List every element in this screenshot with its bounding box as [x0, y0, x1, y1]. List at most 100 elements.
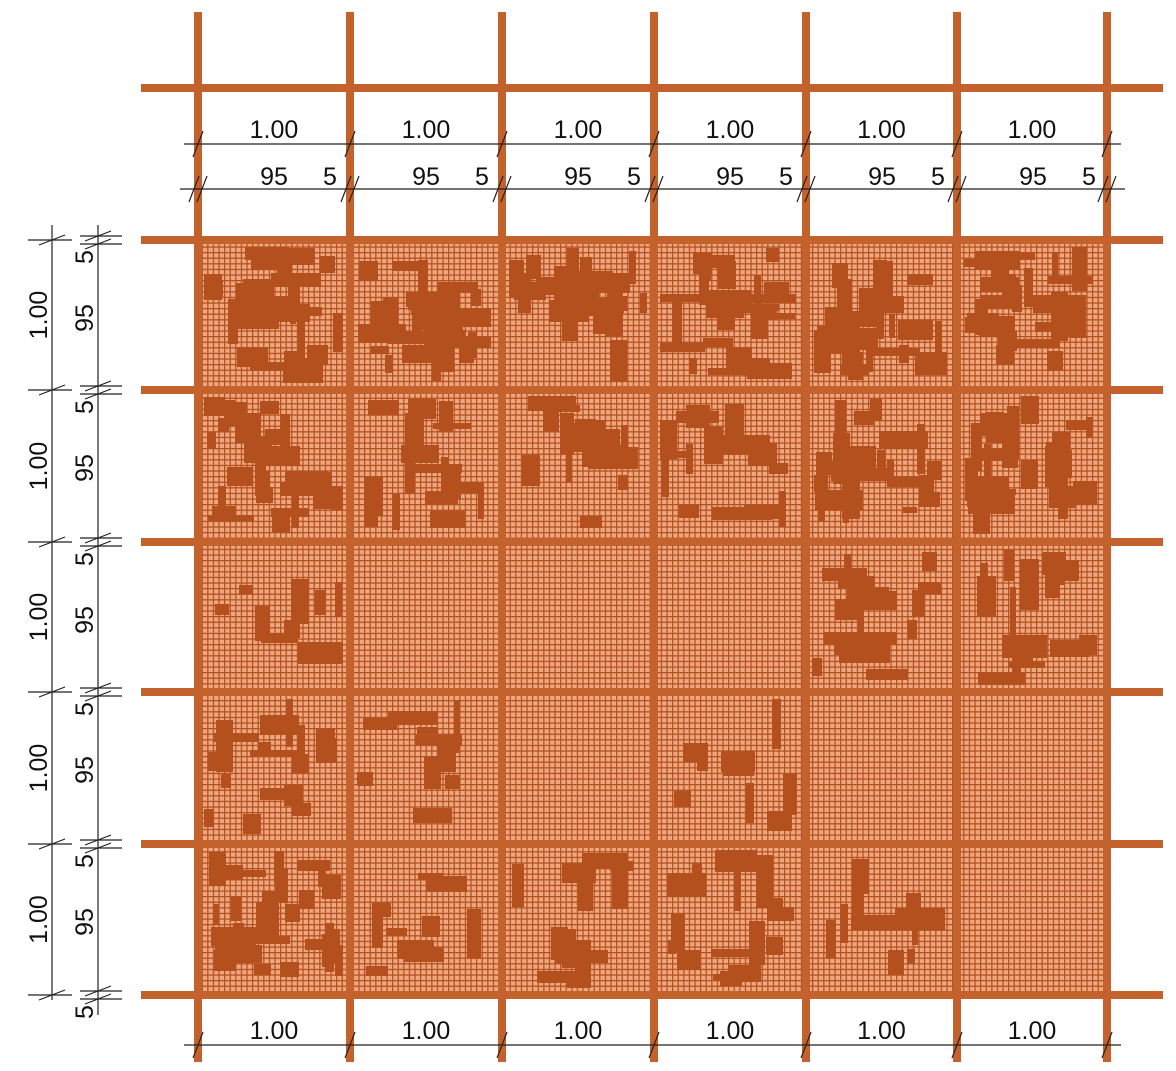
dimension-label: 1.00: [554, 1017, 603, 1045]
mesh-block: [291, 579, 308, 624]
mesh-block: [996, 345, 1014, 365]
mesh-block: [907, 949, 915, 964]
mesh-block: [215, 945, 262, 963]
dimension-label: 95: [71, 454, 99, 482]
mesh-block: [677, 950, 700, 970]
dimension-label: 5: [71, 702, 99, 716]
mesh-block: [850, 468, 859, 515]
mesh-block: [547, 405, 580, 412]
mesh-block: [439, 401, 453, 432]
mesh-block: [965, 317, 996, 333]
mesh-block: [1002, 274, 1016, 307]
mesh-panel: [502, 542, 654, 692]
mesh-panel: [957, 692, 1107, 844]
mesh-block: [261, 633, 298, 643]
mesh-block: [425, 491, 458, 504]
mesh-block: [372, 910, 383, 948]
dimension-label: 95: [868, 163, 896, 191]
mesh-block: [204, 274, 222, 300]
mesh-block: [668, 940, 676, 954]
mesh-block: [912, 590, 925, 617]
mesh-block: [406, 292, 425, 307]
mesh-block: [358, 324, 406, 343]
dimension-label: 5: [71, 250, 99, 264]
mesh-block: [567, 975, 591, 988]
mesh-block: [562, 319, 578, 341]
mesh-block: [675, 451, 691, 458]
mesh-block: [272, 304, 310, 322]
mesh-block: [768, 811, 792, 827]
mesh-block: [365, 495, 378, 527]
dimension-label: 1.00: [250, 116, 299, 144]
mesh-block: [446, 308, 491, 327]
mesh-block: [285, 904, 300, 922]
mesh-block: [588, 447, 638, 469]
mesh-block: [459, 342, 474, 363]
mesh-block: [935, 321, 942, 360]
mesh-block: [705, 253, 711, 281]
mesh-block: [280, 962, 299, 977]
mesh-block: [817, 326, 851, 348]
mesh-block: [324, 738, 337, 763]
dimension-label: 5: [779, 163, 793, 191]
mesh-block: [927, 461, 942, 480]
mesh-block: [1020, 559, 1039, 610]
dimension-label: 5: [71, 552, 99, 566]
mesh-block: [573, 271, 613, 291]
mesh-block: [895, 908, 945, 930]
mesh-block: [888, 950, 904, 975]
mesh-block: [833, 456, 861, 470]
mesh-block: [385, 355, 393, 373]
mesh-block: [1021, 396, 1039, 424]
mesh-block: [660, 343, 705, 352]
mesh-block: [335, 582, 342, 616]
mesh-block: [683, 743, 708, 762]
mesh-block: [732, 304, 779, 311]
dimension-label: 1.00: [25, 291, 53, 340]
mesh-block: [1007, 406, 1019, 459]
mesh-block: [865, 290, 882, 305]
mesh-block: [764, 282, 789, 302]
dimension-label: 1.00: [706, 1017, 755, 1045]
mesh-block: [218, 418, 229, 432]
mesh-block: [299, 890, 314, 909]
dimension-label: 95: [1019, 163, 1047, 191]
mesh-block: [903, 507, 917, 513]
mesh-block: [1015, 339, 1060, 348]
mesh-block: [418, 260, 428, 293]
mesh-block: [766, 937, 783, 955]
mesh-block: [667, 873, 706, 896]
mesh-block: [221, 774, 231, 788]
mesh-block: [672, 302, 682, 345]
mesh-block: [260, 788, 288, 800]
dimension-label: 5: [931, 163, 945, 191]
mesh-panel: [502, 692, 654, 844]
dimension-label: 1.00: [1008, 116, 1057, 144]
mesh-block: [366, 966, 388, 976]
mesh-block: [834, 644, 881, 655]
mesh-block: [509, 278, 531, 297]
mesh-block: [386, 928, 407, 936]
mesh-panel: [654, 542, 806, 692]
mesh-block: [718, 261, 736, 289]
mesh-block: [726, 347, 752, 370]
dimension-label: 95: [260, 163, 288, 191]
mesh-block: [852, 867, 864, 919]
mesh-block: [437, 282, 478, 293]
dimension-label: 1.00: [402, 116, 451, 144]
mesh-block: [215, 604, 229, 615]
mesh-block: [243, 870, 266, 877]
vertical-beam: [1103, 12, 1111, 1062]
dimension-label: 95: [71, 304, 99, 332]
mesh-block: [408, 399, 436, 419]
mesh-block: [964, 259, 998, 267]
dimension-label: 95: [564, 163, 592, 191]
mesh-block: [359, 261, 378, 280]
mesh-block: [621, 296, 627, 311]
mesh-block: [478, 483, 484, 519]
mesh-block: [703, 338, 733, 347]
mesh-block: [1079, 635, 1097, 655]
mesh-block: [305, 939, 324, 950]
mesh-block: [1026, 275, 1032, 297]
